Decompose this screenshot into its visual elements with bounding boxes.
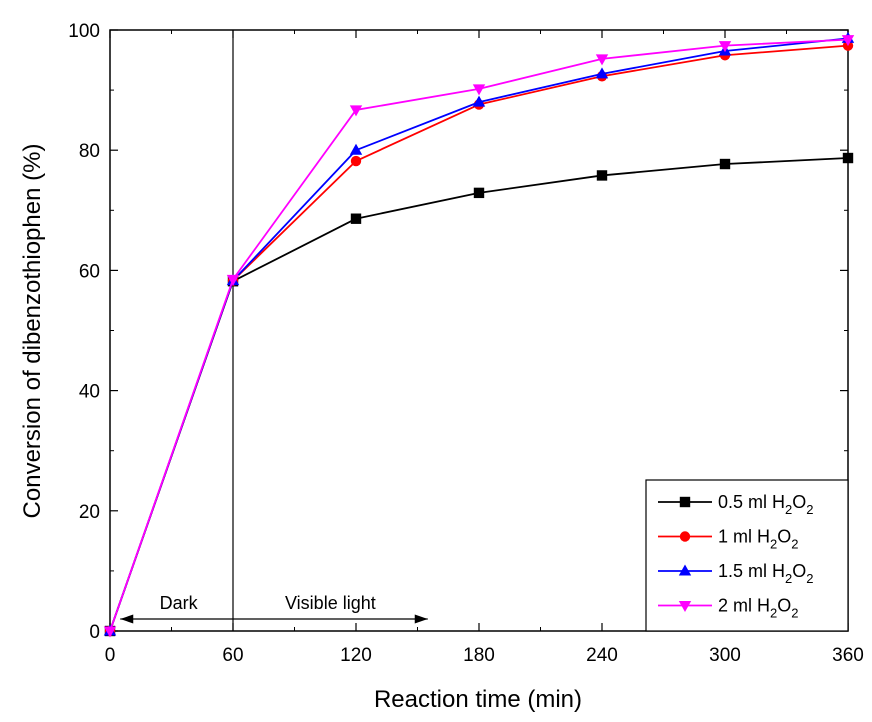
marker-triangle-down bbox=[678, 601, 692, 612]
x-tick-label: 360 bbox=[832, 645, 864, 666]
data-point bbox=[226, 274, 240, 286]
legend-entry: 1 ml H2O2 bbox=[658, 527, 799, 552]
x-tick-label: 240 bbox=[586, 645, 618, 666]
y-tick-label: 60 bbox=[79, 261, 100, 282]
dark-label: Dark bbox=[160, 593, 199, 613]
period-arrow-head bbox=[120, 614, 134, 624]
y-tick-label: 40 bbox=[79, 382, 100, 403]
legend-label: 1 ml H2O2 bbox=[718, 527, 799, 552]
y-tick-label: 20 bbox=[79, 502, 100, 523]
series-4 bbox=[103, 35, 855, 638]
data-point bbox=[350, 155, 362, 167]
marker-circle bbox=[679, 531, 691, 542]
visible-light-label: Visible light bbox=[285, 593, 376, 613]
data-point bbox=[349, 143, 363, 155]
marker-square bbox=[679, 496, 691, 508]
data-point bbox=[718, 41, 732, 53]
x-tick-label: 120 bbox=[340, 645, 372, 666]
y-tick-label: 0 bbox=[89, 622, 100, 643]
x-tick-label: 0 bbox=[105, 645, 116, 666]
data-point bbox=[595, 54, 609, 66]
marker-triangle-up bbox=[678, 564, 692, 576]
data-point bbox=[472, 95, 486, 107]
data-point bbox=[596, 170, 608, 181]
legend-entry: 0.5 ml H2O2 bbox=[658, 492, 814, 517]
data-point bbox=[595, 67, 609, 79]
legend-layer: 0.5 ml H2O2 1 ml H2O2 1.5 ml H2O2 2 ml H2O2 bbox=[645, 479, 849, 632]
legend-entry: 2 ml H2O2 bbox=[658, 596, 799, 621]
axes-layer: 0 60 120 180 240 300 360 0 20 40 60 80 100 bbox=[68, 21, 864, 666]
data-point bbox=[472, 84, 486, 96]
data-point bbox=[473, 187, 485, 199]
data-point bbox=[103, 626, 117, 638]
x-tick-label: 180 bbox=[463, 645, 495, 666]
legend-label: 0.5 ml H2O2 bbox=[718, 492, 814, 517]
data-point bbox=[350, 213, 362, 224]
x-tick-label: 60 bbox=[222, 645, 243, 666]
data-point bbox=[842, 152, 854, 164]
y-tick-label: 100 bbox=[68, 21, 100, 42]
x-axis-title: Reaction time (min) bbox=[374, 686, 582, 713]
annotation-layer: Dark Visible light bbox=[120, 30, 428, 631]
legend-entry: 1.5 ml H2O2 bbox=[658, 561, 814, 586]
y-axis-title: Conversion of dibenzothiophen (%) bbox=[19, 144, 46, 519]
data-point bbox=[841, 35, 855, 47]
y-tick-label: 80 bbox=[79, 141, 100, 162]
x-tick-label: 300 bbox=[709, 645, 741, 666]
legend-label: 2 ml H2O2 bbox=[718, 596, 799, 621]
data-point bbox=[349, 105, 363, 117]
legend-label: 1.5 ml H2O2 bbox=[718, 561, 814, 586]
series-layer bbox=[103, 31, 855, 638]
data-point bbox=[719, 158, 731, 170]
period-arrow-head bbox=[414, 614, 428, 624]
